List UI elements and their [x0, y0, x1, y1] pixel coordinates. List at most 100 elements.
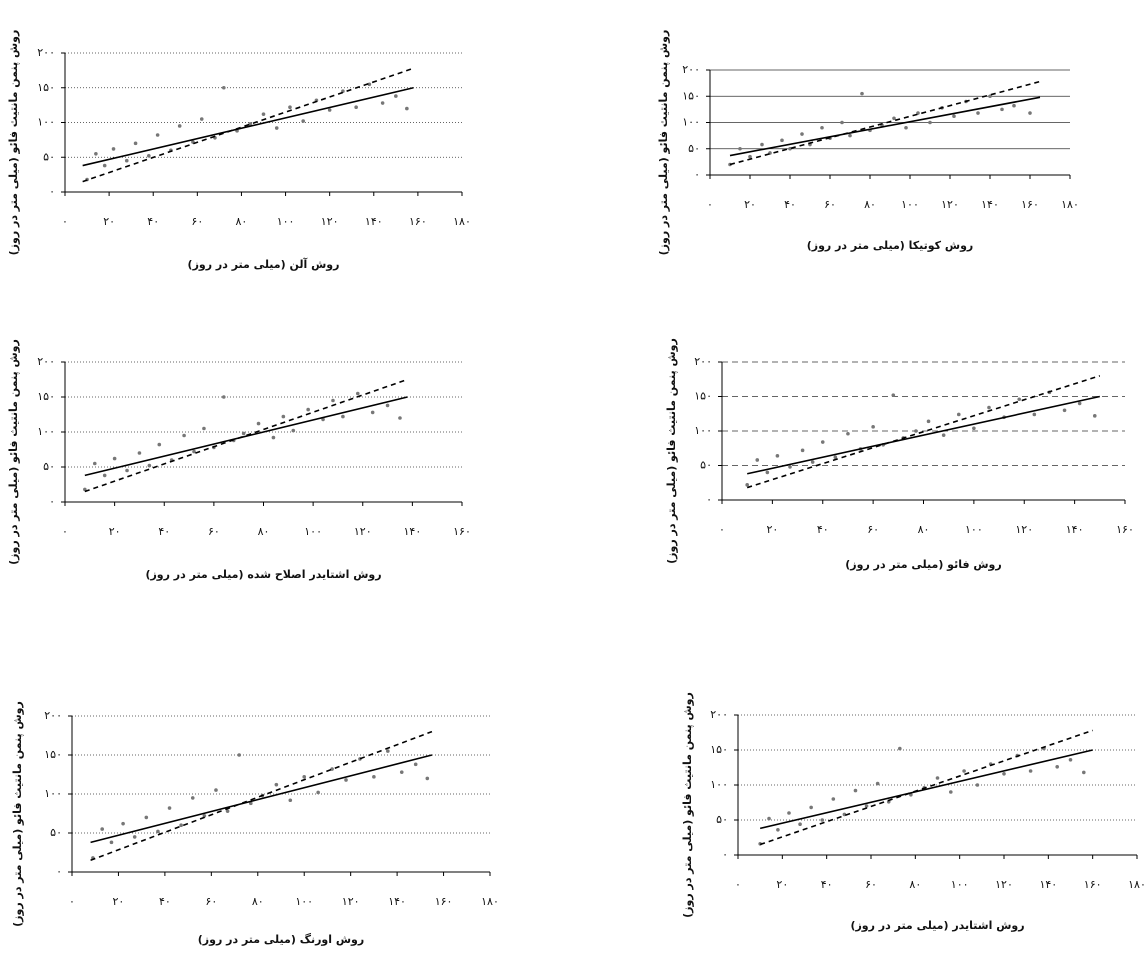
x-tick-label: ۱۲۰: [354, 525, 372, 538]
point: [780, 139, 784, 143]
point: [860, 92, 864, 96]
x-tick-label: ۰: [62, 215, 68, 228]
trend-line: [730, 82, 1040, 165]
y-axis-label: روش پنمن مانتیث فائو (میلی متر در روز): [7, 339, 20, 565]
point: [168, 806, 172, 810]
trend-line: [85, 397, 408, 475]
point: [927, 420, 931, 424]
point: [328, 108, 332, 112]
point: [957, 413, 961, 417]
x-tick-label: ۱۴۰: [365, 215, 383, 228]
x-tick-label: ۸۰: [236, 215, 248, 228]
trend-line: [91, 755, 432, 842]
point: [275, 126, 279, 130]
x-tick-label: ۶۰: [191, 215, 203, 228]
x-tick-label: ۱۲۰: [1015, 523, 1033, 536]
y-tick-label: ۱۰۰: [710, 778, 728, 791]
y-tick-label: ۱۰۰: [694, 424, 712, 437]
x-tick-label: ۲۰: [109, 525, 121, 538]
x-tick-label: ۴۰: [784, 198, 796, 211]
point: [848, 134, 852, 138]
y-axis-label: روش پنمن مانتیث فائو (میلی متر در روز): [681, 692, 694, 918]
y-tick-label: ۰: [56, 865, 62, 878]
point: [113, 457, 117, 461]
x-tick-label: ۰: [69, 895, 75, 908]
point: [156, 830, 160, 834]
trend-line: [91, 732, 432, 861]
y-tick-label: ۵۰: [688, 142, 700, 155]
point: [949, 790, 953, 794]
y-tick-label: ۱۵۰: [37, 81, 55, 94]
x-tick-label: ۱۸۰: [481, 895, 499, 908]
point: [760, 143, 764, 147]
x-tick-label: ۱۸۰: [453, 215, 471, 228]
y-tick-label: ۰: [706, 493, 712, 506]
x-tick-label: ۸۰: [909, 878, 921, 891]
y-tick-label: ۰: [49, 185, 55, 198]
x-tick-label: ۴۰: [158, 525, 170, 538]
point: [242, 432, 246, 436]
x-tick-label: ۸۰: [918, 523, 930, 536]
x-tick-label: ۲۰: [766, 523, 778, 536]
y-tick-label: ۲۰۰: [44, 709, 62, 722]
point: [182, 434, 186, 438]
x-tick-label: ۱۰۰: [965, 523, 983, 536]
point: [1033, 413, 1037, 417]
trend-line: [747, 397, 1100, 474]
point: [972, 426, 976, 430]
point: [1017, 397, 1021, 401]
point: [200, 117, 204, 121]
point: [125, 469, 129, 473]
x-tick-label: ۱۲۰: [321, 215, 339, 228]
point: [1012, 104, 1016, 108]
point: [262, 112, 266, 116]
point: [426, 777, 430, 781]
x-tick-label: ۱۴۰: [1066, 523, 1084, 536]
point: [788, 465, 792, 469]
y-tick-label: ۱۵۰: [694, 390, 712, 403]
y-tick-label: ۱۵۰: [37, 390, 55, 403]
point: [386, 404, 390, 408]
x-tick-label: ۴۰: [159, 895, 171, 908]
point: [854, 789, 858, 793]
point: [214, 788, 218, 792]
point: [1028, 111, 1032, 115]
point: [94, 152, 98, 156]
point: [1002, 772, 1006, 776]
y-tick-label: ۱۰۰: [682, 116, 700, 129]
point: [846, 432, 850, 436]
trend-line: [760, 730, 1092, 844]
point: [148, 464, 152, 468]
x-axis-label: روش کوتیکا (میلی متر در روز): [807, 239, 974, 252]
point: [745, 483, 749, 487]
x-tick-label: ۸۰: [252, 895, 264, 908]
point: [1093, 414, 1097, 418]
point: [767, 817, 771, 821]
point: [381, 101, 385, 105]
point: [257, 422, 261, 426]
point: [157, 443, 161, 447]
x-tick-label: ۶۰: [824, 198, 836, 211]
x-tick-label: ۱۰۰: [277, 215, 295, 228]
point: [301, 119, 305, 123]
trend-line: [83, 68, 414, 181]
point: [748, 155, 752, 159]
point: [976, 111, 980, 115]
y-tick-label: ۵۰: [700, 459, 712, 472]
x-tick-label: ۴۰: [817, 523, 829, 536]
point: [928, 121, 932, 125]
point: [93, 462, 97, 466]
trend-line: [730, 97, 1040, 155]
point: [400, 770, 404, 774]
y-tick-label: ۱۰۰: [37, 116, 55, 129]
point: [876, 782, 880, 786]
point: [178, 124, 182, 128]
y-tick-label: ۵۰: [716, 813, 728, 826]
x-tick-label: ۱۰۰: [295, 895, 313, 908]
point: [112, 147, 116, 151]
point: [914, 429, 918, 433]
point: [738, 147, 742, 151]
point: [766, 471, 770, 475]
trend-line: [760, 750, 1092, 828]
